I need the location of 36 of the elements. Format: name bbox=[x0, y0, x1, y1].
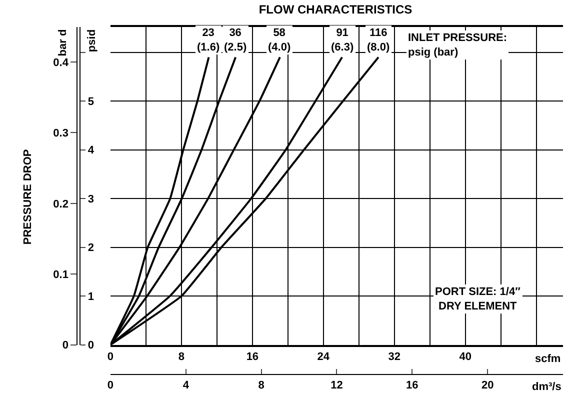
y-tick-label: 1 bbox=[88, 290, 94, 303]
series-label: 116 (8.0) bbox=[367, 27, 390, 54]
y-tick-label: 3 bbox=[88, 193, 94, 206]
y-tick-label: 0 bbox=[88, 340, 94, 352]
series-label: 58 (4.0) bbox=[268, 27, 291, 54]
annotation: PORT SIZE: 1/4″ DRY ELEMENT bbox=[435, 286, 522, 312]
y-tick-label: 4 bbox=[88, 144, 95, 157]
y-axis-title: psid bbox=[86, 29, 98, 52]
y2-tick-label: 0.3 bbox=[53, 128, 68, 140]
chart-title: FLOW CHARACTERISTICS bbox=[258, 2, 412, 16]
x-tick-label: 40 bbox=[459, 351, 472, 364]
y2-axis-title: bar d bbox=[57, 29, 70, 56]
x2-tick-label: 12 bbox=[330, 379, 343, 392]
series-label: 23 (1.6) bbox=[197, 27, 220, 54]
series-label: 91 (6.3) bbox=[331, 27, 354, 54]
x-tick-label: 32 bbox=[388, 351, 401, 364]
x2-tick-label: 16 bbox=[406, 379, 418, 392]
y-tick-label: 5 bbox=[88, 96, 94, 108]
y-tick-label: 2 bbox=[88, 242, 94, 254]
x-tick-label: 24 bbox=[317, 351, 330, 364]
y2-tick-label: 0.2 bbox=[53, 198, 68, 210]
x-tick-label: 8 bbox=[178, 351, 185, 364]
x2-tick-label: 20 bbox=[481, 379, 494, 392]
x2-axis-title: dm³/s bbox=[532, 381, 562, 393]
x2-tick-label: 0 bbox=[107, 379, 114, 392]
x-tick-label: 0 bbox=[107, 351, 114, 364]
text: PRESSURE DROP bbox=[22, 149, 34, 245]
x-axis-title: scfm bbox=[535, 353, 561, 365]
x2-tick-label: 8 bbox=[258, 379, 264, 392]
x2-tick-label: 4 bbox=[182, 379, 190, 392]
annotation: INLET PRESSURE: psig (bar) bbox=[408, 32, 508, 58]
y2-tick-label: 0.1 bbox=[53, 268, 68, 281]
x-tick-label: 16 bbox=[246, 351, 259, 364]
y2-tick-label: 0 bbox=[62, 340, 68, 352]
y2-tick-label: 0.4 bbox=[53, 56, 70, 69]
series-label: 36 (2.5) bbox=[224, 27, 247, 54]
